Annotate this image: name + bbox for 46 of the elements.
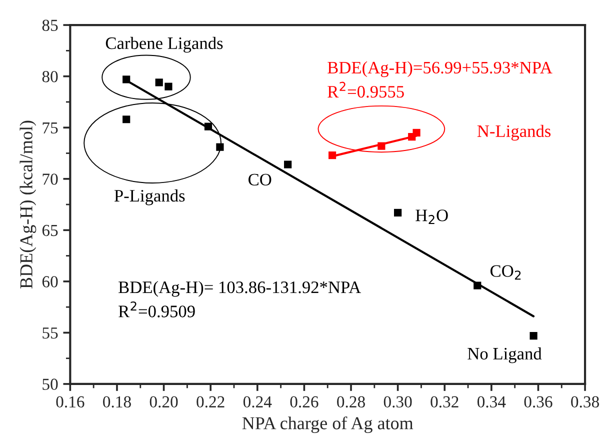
point <box>378 142 386 150</box>
y-tick-label: 65 <box>42 224 58 236</box>
x-tick-label: 0.38 <box>571 396 599 408</box>
annotation: P-Ligands <box>114 189 185 206</box>
point <box>164 82 172 90</box>
x-tick-label: 0.18 <box>103 396 131 408</box>
point <box>204 122 212 130</box>
annotation: No Ligand <box>468 347 542 364</box>
point <box>122 76 130 84</box>
x-tick-label: 0.28 <box>337 396 365 408</box>
y-tick-label: 50 <box>42 378 58 390</box>
x-tick-label: 0.32 <box>430 396 458 408</box>
annotation: H$_{2}$O <box>416 210 448 224</box>
y-tick-label: 70 <box>42 174 58 185</box>
point <box>394 208 402 217</box>
y-tick-label: 85 <box>42 20 58 31</box>
annotation: CO$_{2}$ <box>490 265 521 280</box>
annotation: CO <box>248 174 272 186</box>
x-tick-label: 0.36 <box>524 396 552 408</box>
y-axis-title: BDE(Ag-H) (kcal/mol) <box>20 120 36 288</box>
x-tick-label: 0.26 <box>290 396 318 408</box>
annotation: R$^{2}$=0.9555 <box>328 82 404 98</box>
annotation: N-Ligands <box>477 124 551 141</box>
annotation: R$^{2}$=0.9509 <box>118 301 195 318</box>
x-axis-title: NPA charge of Ag atom <box>242 416 414 434</box>
x-tick-label: 0.34 <box>477 396 506 408</box>
point <box>530 332 538 340</box>
point <box>122 116 130 124</box>
x-tick-label: 0.24 <box>243 396 272 408</box>
point <box>216 143 224 151</box>
x-tick-label: 0.16 <box>56 396 84 408</box>
point <box>328 151 336 160</box>
y-tick-label: 55 <box>42 328 58 339</box>
point <box>155 78 163 86</box>
annotation: BDE(Ag-H)= 103.86-131.92*NPA <box>118 280 361 297</box>
x-tick-label: 0.22 <box>196 396 224 408</box>
y-tick-label: 75 <box>42 122 58 134</box>
point <box>474 282 482 290</box>
annotation: Carbene Ligands <box>106 36 223 53</box>
x-tick-label: 0.30 <box>384 396 412 408</box>
point <box>284 160 292 168</box>
x-tick-label: 0.20 <box>150 396 178 408</box>
annotation: BDE(Ag-H)=56.99+55.93*NPA <box>328 61 552 78</box>
point <box>412 128 420 137</box>
y-tick-label: 60 <box>42 276 58 288</box>
y-tick-label: 80 <box>42 71 58 82</box>
